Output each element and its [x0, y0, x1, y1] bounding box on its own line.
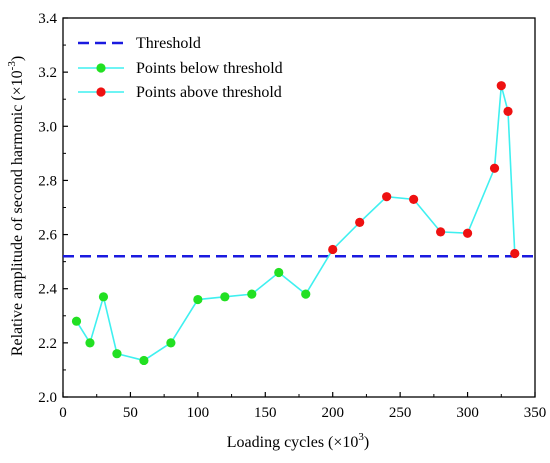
series-line-layer: [75, 85, 516, 362]
y-axis-title: Relative amplitude of second harmonic (×…: [6, 56, 26, 356]
legend-threshold-label: Threshold: [136, 35, 201, 52]
point-above-threshold: [436, 227, 446, 237]
point-below-threshold: [193, 294, 203, 305]
legend-marker-swatch: [96, 63, 106, 73]
y-tick-label: 2.4: [38, 282, 57, 298]
point-above-threshold: [382, 192, 392, 202]
point-below-threshold: [166, 338, 176, 348]
legend-marker-swatch: [96, 87, 106, 97]
y-tick-label: 3.4: [38, 11, 57, 27]
plot-border: [62, 17, 536, 398]
x-tick-label: 350: [524, 405, 547, 421]
point-below-threshold: [112, 349, 122, 359]
y-tick-label: 2.8: [38, 173, 57, 189]
legend-series-label: Points below threshold: [136, 60, 283, 77]
point-above-threshold: [510, 248, 520, 259]
point-below-threshold: [220, 292, 230, 302]
series-line: [75, 85, 516, 362]
y-tick-label: 3.2: [38, 65, 57, 81]
point-below-threshold: [98, 292, 109, 302]
points-layer: [71, 81, 520, 366]
x-tick-label: 300: [456, 405, 479, 421]
point-above-threshold: [355, 217, 365, 227]
point-below-threshold: [247, 289, 257, 299]
x-tick-label: 200: [321, 405, 344, 421]
point-below-threshold: [301, 289, 311, 299]
y-tick-label: 2.6: [38, 228, 57, 244]
point-below-threshold: [274, 267, 284, 278]
y-tick-label: 2.0: [38, 390, 57, 406]
x-axis-title: Loading cycles (×103): [227, 431, 369, 451]
point-below-threshold: [139, 355, 149, 366]
point-above-threshold: [328, 244, 338, 255]
x-tick-label: 50: [123, 405, 138, 421]
point-above-threshold: [496, 81, 506, 91]
x-tick-label: 100: [187, 405, 210, 421]
legend: Threshold Points below threshold Points ab…: [78, 35, 283, 101]
y-tick-label: 3.0: [38, 119, 57, 135]
point-above-threshold: [462, 228, 473, 238]
y-tick-label: 2.2: [38, 336, 57, 352]
x-tick-label: 0: [59, 405, 67, 421]
legend-series-label: Points above threshold: [136, 84, 282, 101]
x-tick-label: 150: [254, 405, 277, 421]
point-above-threshold: [409, 194, 419, 204]
point-above-threshold: [489, 163, 500, 173]
ticks-layer: 0 50 100 150 200 250 300 350 2.0 2.2 2.4 2.6 2.8 3.0 3…: [38, 11, 546, 421]
point-below-threshold: [71, 316, 82, 326]
point-above-threshold: [503, 106, 513, 116]
point-below-threshold: [85, 338, 95, 348]
plot-frame: [62, 17, 536, 398]
x-tick-label: 250: [389, 405, 412, 421]
